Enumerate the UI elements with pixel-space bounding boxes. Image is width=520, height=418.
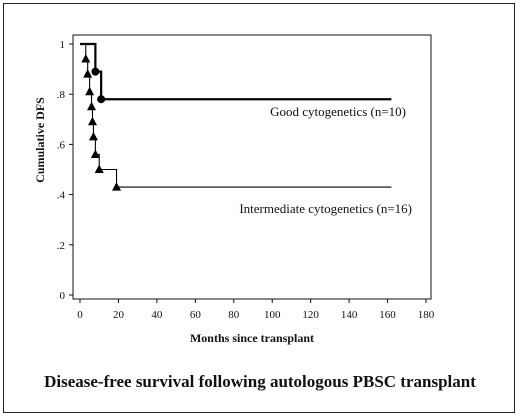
series-layer — [80, 42, 392, 191]
triangle-marker — [88, 131, 98, 141]
triangle-marker — [87, 116, 97, 126]
plot-area-frame — [72, 34, 432, 300]
figure-caption: Disease-free survival following autologo… — [44, 372, 476, 391]
x-tick-label: 40 — [151, 309, 163, 321]
x-axis-ticks: 0 20 40 60 80 100 120 140 160 180 — [77, 299, 435, 321]
x-axis-title: Months since transplant — [190, 331, 314, 345]
triangle-marker — [90, 149, 100, 158]
circle-marker — [97, 95, 106, 104]
y-tick-label: .2 — [57, 240, 65, 252]
triangle-marker — [81, 54, 91, 63]
y-tick-label: .8 — [57, 89, 66, 101]
y-tick-label: 1 — [60, 39, 66, 51]
series-label-good: Good cytogenetics (n=10) — [270, 104, 406, 119]
circle-marker — [91, 67, 100, 76]
x-tick-label: 0 — [77, 309, 83, 321]
triangle-marker — [87, 101, 97, 111]
x-tick-label: 180 — [418, 309, 435, 321]
x-tick-label: 140 — [341, 309, 358, 321]
series-line-good — [80, 42, 392, 101]
figure-frame: 0 20 40 60 80 100 120 140 160 180 0 .2 .4 .6 .8 1 Mont… — [3, 3, 515, 413]
x-tick-label: 80 — [228, 309, 240, 321]
survival-chart: 0 20 40 60 80 100 120 140 160 180 0 .2 .4 .6 .8 1 Mont… — [33, 34, 435, 345]
series-label-intermediate: Intermediate cytogenetics (n=16) — [239, 201, 412, 216]
x-tick-label: 160 — [379, 309, 396, 321]
triangle-marker — [85, 86, 95, 96]
triangle-marker — [83, 69, 93, 78]
triangle-marker — [94, 164, 104, 173]
y-tick-label: .6 — [57, 139, 66, 151]
y-tick-label: .4 — [57, 190, 66, 202]
y-axis-ticks: 0 .2 .4 .6 .8 1 — [57, 39, 73, 302]
y-axis-title: Cumulative DFS — [33, 97, 47, 183]
triangle-marker — [112, 182, 122, 191]
y-tick-label: 0 — [60, 290, 66, 302]
x-tick-label: 60 — [190, 309, 202, 321]
x-tick-label: 20 — [113, 309, 125, 321]
x-tick-label: 120 — [302, 309, 319, 321]
x-tick-label: 100 — [264, 309, 281, 321]
